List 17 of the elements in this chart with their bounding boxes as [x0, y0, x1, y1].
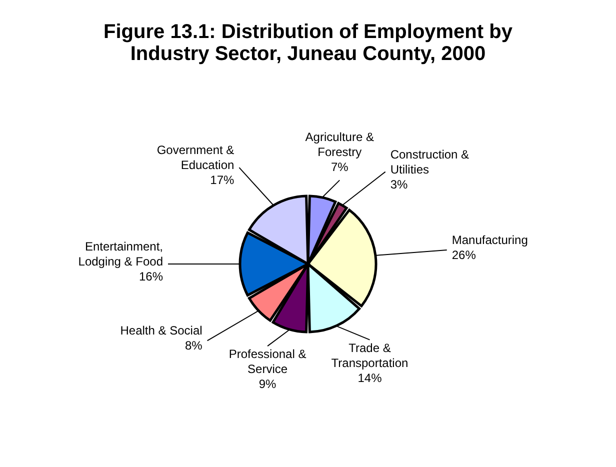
slice-label: Professional & Service	[228, 347, 306, 376]
slice-label: Agriculture & Forestry	[305, 130, 374, 160]
chart-title: Figure 13.1: Distribution of Employment by Industry Sector, Juneau County, 2000	[104, 21, 514, 65]
data-label: 16%	[138, 270, 164, 284]
slice-label: Manufacturing	[452, 232, 528, 247]
data-label: 3%	[390, 177, 408, 192]
slice-label: Trade & Transportation	[331, 340, 408, 370]
data-label: 8%	[184, 338, 203, 353]
data-label: 7%	[330, 160, 349, 174]
data-label: 17%	[210, 173, 235, 188]
slice-label: Construction & Utilities	[390, 147, 470, 176]
slice-label: Government & Education	[156, 143, 234, 172]
slice-label: Health & Social	[120, 324, 202, 338]
data-label: 14%	[358, 370, 382, 385]
data-label: 26%	[452, 248, 476, 262]
slice-label: Entertainment, Lodging & Food	[78, 240, 163, 268]
data-label: 9%	[258, 377, 277, 392]
